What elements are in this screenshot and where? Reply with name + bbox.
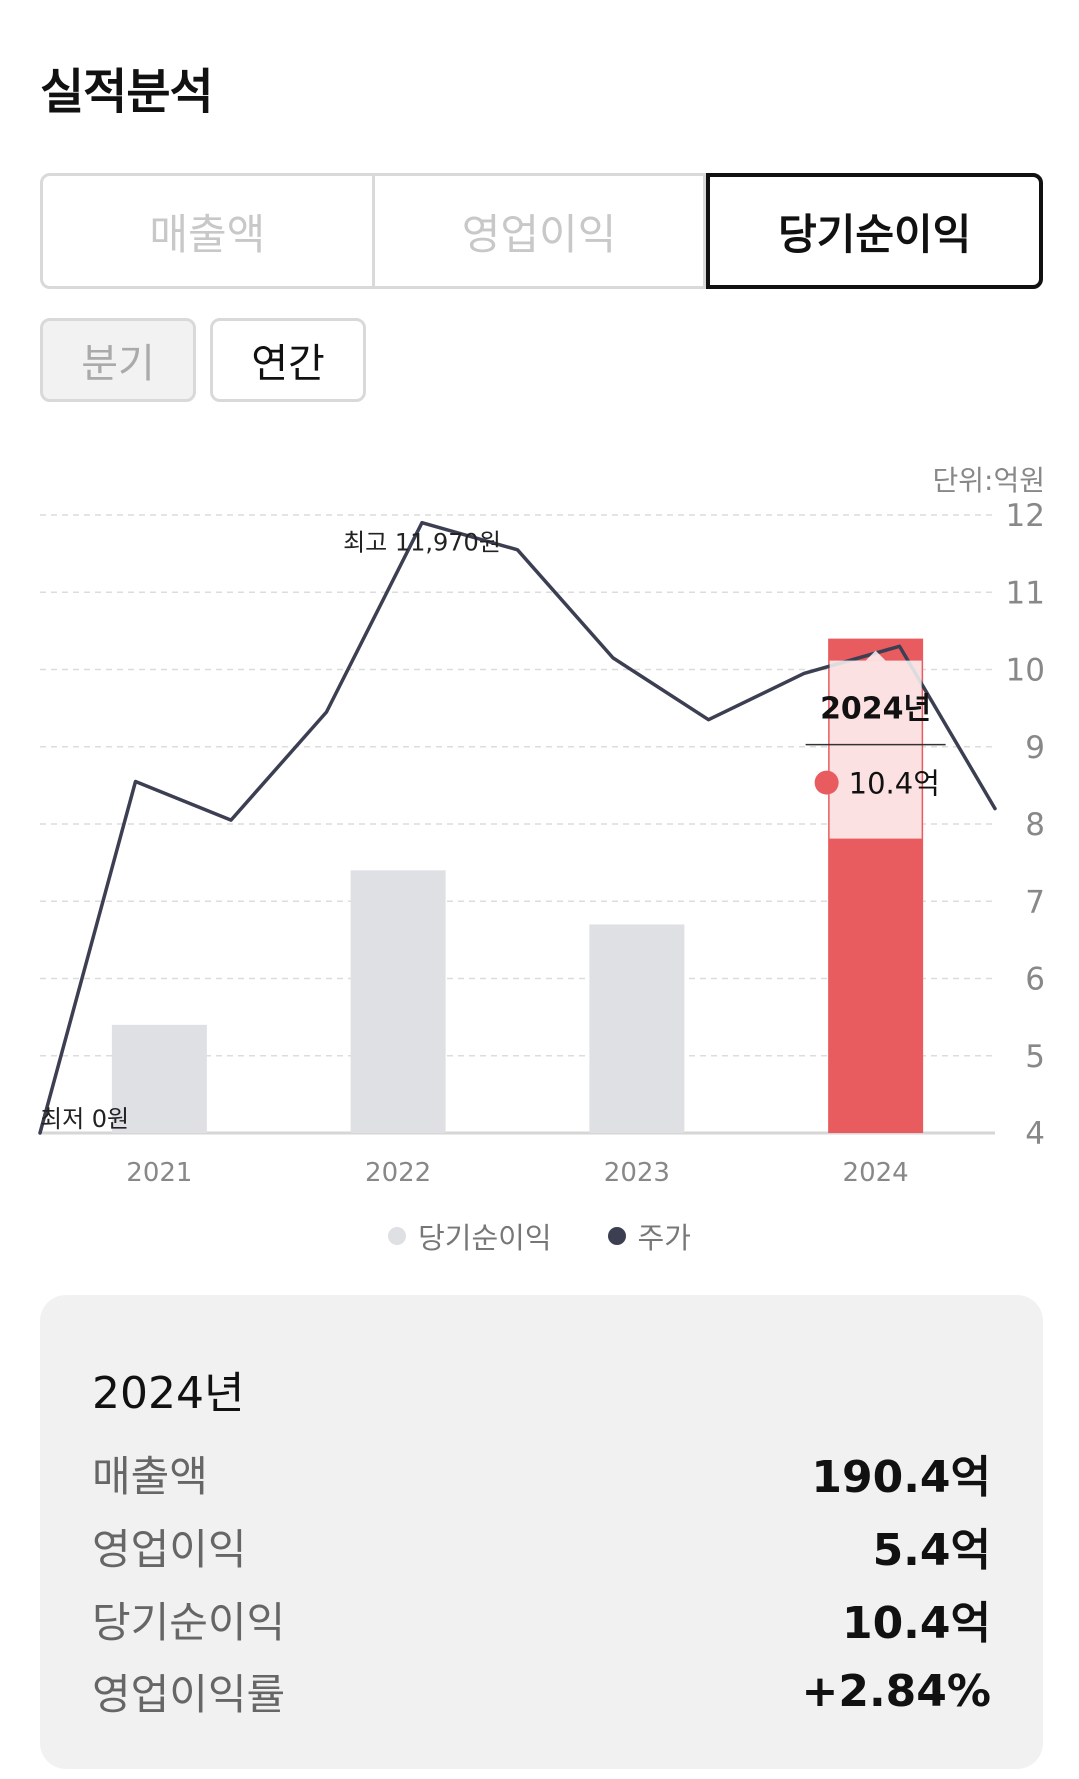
legend-dot-stock-price: [607, 1227, 626, 1245]
summary-row-net-income: 당기순이익 10.4억: [92, 1587, 991, 1651]
summary-card: 2024년 매출액 190.4억 영업이익 5.4억 당기순이익 10.4억 영…: [40, 1295, 1043, 1769]
y-tick-label: 5: [1025, 1039, 1045, 1075]
summary-value: +2.84%: [801, 1666, 991, 1717]
legend-item-stock-price: 주가: [607, 1215, 691, 1257]
tooltip-arrow: [865, 650, 886, 661]
bar: [589, 924, 685, 1133]
y-tick-label: 7: [1025, 884, 1045, 920]
y-tick-label: 4: [1025, 1116, 1045, 1152]
summary-year: 2024년: [92, 1368, 245, 1419]
period-quarter-button[interactable]: 분기: [40, 318, 196, 402]
summary-value: 10.4억: [841, 1598, 991, 1649]
y-tick-label: 8: [1025, 807, 1045, 843]
summary-label: 매출액: [92, 1451, 208, 1501]
summary-value: 190.4억: [811, 1452, 991, 1503]
bar: [350, 870, 446, 1133]
x-tick-label: 2023: [604, 1158, 670, 1188]
tooltip-value: 10.4억: [849, 767, 940, 801]
period-toggle: 분기 연간: [40, 318, 366, 402]
legend-label-stock-price: 주가: [637, 1221, 691, 1255]
legend-dot-net-income: [388, 1227, 407, 1245]
summary-value: 5.4억: [872, 1525, 991, 1576]
unit-label: 단위:억원: [933, 464, 1045, 497]
page-title: 실적분석: [40, 64, 214, 120]
tab-net-income[interactable]: 당기순이익: [706, 173, 1044, 289]
max-price-label: 최고 11,970원: [343, 529, 501, 557]
y-tick-label: 10: [1006, 653, 1045, 689]
tab-operating-income[interactable]: 영업이익: [374, 173, 707, 289]
y-tick-label: 11: [1006, 575, 1045, 611]
x-tick-label: 2021: [126, 1158, 192, 1188]
earnings-chart: 단위:억원 4 5 6 7 8 9 10 11 12 2021 2022 2023 2024 최고 11,9…: [38, 464, 1045, 1188]
y-tick-label: 6: [1025, 962, 1045, 998]
metric-tabs: 매출액 영업이익 당기순이익: [40, 173, 1044, 289]
summary-row-revenue: 매출액 190.4억: [92, 1441, 991, 1505]
y-tick-label: 9: [1025, 730, 1045, 766]
tooltip-title: 2024년: [820, 692, 931, 727]
x-tick-label: 2024: [843, 1158, 909, 1188]
summary-row-operating-margin: 영업이익률 +2.84%: [92, 1661, 991, 1722]
summary-row-operating-income: 영업이익 5.4억: [92, 1514, 991, 1578]
chart-legend: 당기순이익 주가: [0, 1215, 1079, 1257]
tab-revenue[interactable]: 매출액: [40, 173, 375, 289]
legend-item-net-income: 당기순이익: [388, 1215, 552, 1257]
summary-label: 영업이익률: [92, 1670, 286, 1719]
tooltip-box: [829, 660, 922, 839]
y-tick-label: 12: [1006, 498, 1045, 534]
summary-label: 영업이익: [92, 1524, 247, 1574]
x-tick-label: 2022: [365, 1158, 431, 1188]
summary-label: 당기순이익: [92, 1597, 286, 1647]
bar: [111, 1024, 207, 1133]
tooltip-dot: [814, 770, 839, 795]
min-price-label: 최저 0원: [40, 1105, 129, 1133]
period-annual-button[interactable]: 연간: [210, 318, 366, 402]
legend-label-net-income: 당기순이익: [418, 1221, 552, 1255]
